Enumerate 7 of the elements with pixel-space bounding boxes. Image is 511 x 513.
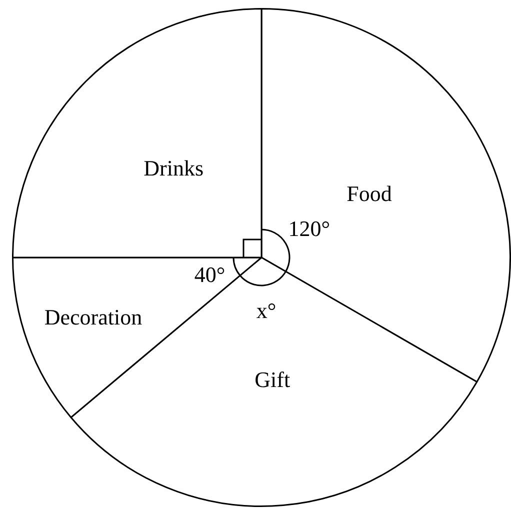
data-label: 120° xyxy=(288,216,330,241)
data-label: 40° xyxy=(194,262,226,288)
slice-label: Food xyxy=(346,181,392,206)
data-label: x° xyxy=(256,298,276,324)
slice-label: Gift xyxy=(254,367,290,392)
slice-label: Decoration xyxy=(44,304,142,330)
slice-label: Drinks xyxy=(144,155,204,180)
